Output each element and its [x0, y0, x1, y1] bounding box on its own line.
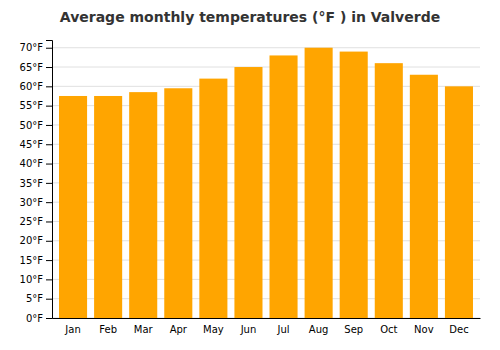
y-tick-mark	[46, 86, 52, 87]
bar	[445, 86, 473, 318]
y-tick-label: 30°F	[20, 197, 44, 208]
bar	[59, 96, 87, 318]
bar	[340, 52, 368, 318]
y-tick-mark	[46, 299, 52, 300]
y-tick-label: 35°F	[20, 178, 44, 189]
y-tick-mark	[46, 164, 52, 165]
bar	[410, 75, 438, 318]
x-tick: Mar	[134, 324, 154, 335]
y-tick: 20°F	[20, 235, 52, 246]
x-tick: Apr	[170, 324, 188, 335]
y-tick: 60°F	[20, 81, 52, 92]
y-tick-mark	[46, 202, 52, 203]
y-tick: 30°F	[20, 197, 52, 208]
y-axis: 0°F 5°F 10°F 15°F 20°F 25°F 30°F 35°F 40°F 45°F 50…	[20, 41, 53, 324]
y-tick-mark	[46, 106, 52, 107]
y-tick-mark	[46, 48, 52, 49]
x-tick-label: May	[203, 324, 224, 335]
bar	[199, 79, 227, 318]
x-tick: Nov	[414, 324, 434, 335]
y-tick: 35°F	[20, 178, 52, 189]
x-tick: Aug	[309, 324, 329, 335]
x-tick-label: Jul	[277, 324, 290, 335]
x-axis-line	[53, 318, 481, 319]
y-tick-label: 0°F	[26, 313, 43, 324]
y-tick-label: 60°F	[20, 81, 44, 92]
x-tick: May	[203, 324, 224, 335]
y-tick-label: 25°F	[20, 216, 44, 227]
x-tick-label: Feb	[99, 324, 117, 335]
y-tick-mark	[46, 125, 52, 126]
x-tick-label: Apr	[170, 324, 188, 335]
bar	[305, 48, 333, 318]
y-tick: 15°F	[20, 255, 52, 266]
x-tick: Jul	[277, 324, 290, 335]
y-tick: 65°F	[20, 62, 52, 73]
y-tick-mark	[46, 67, 52, 68]
bar	[94, 96, 122, 318]
y-tick-label: 15°F	[20, 255, 44, 266]
y-tick-mark	[46, 241, 52, 242]
chart-container: 0°F 5°F 10°F 15°F 20°F 25°F 30°F 35°F 40°F 45°F 50…	[0, 0, 500, 350]
x-axis: Jan Feb Mar Apr May Jun Jul Aug Sep Oct Nov Dec	[53, 319, 481, 336]
x-tick: Oct	[380, 324, 397, 335]
x-tick-label: Aug	[309, 324, 329, 335]
y-tick-mark	[46, 260, 52, 261]
y-tick-label: 20°F	[20, 235, 44, 246]
y-tick-mark	[46, 144, 52, 145]
y-tick-mark	[46, 279, 52, 280]
x-tick: Dec	[449, 324, 468, 335]
x-tick: Jan	[64, 324, 80, 335]
x-tick-label: Oct	[380, 324, 397, 335]
x-tick-label: Dec	[449, 324, 468, 335]
y-tick-label: 65°F	[20, 62, 44, 73]
grid-line	[52, 47, 480, 48]
y-tick-label: 5°F	[26, 293, 43, 304]
x-tick: Jun	[240, 324, 257, 335]
grid-line	[52, 67, 480, 68]
bar	[129, 92, 157, 318]
y-tick-label: 10°F	[20, 274, 44, 285]
y-tick-label: 55°F	[20, 100, 44, 111]
y-axis-line	[46, 41, 53, 319]
x-tick-label: Jun	[240, 324, 257, 335]
title: Average monthly temperatures (°F ) in Va…	[60, 9, 440, 25]
bar	[375, 63, 403, 318]
y-tick-label: 70°F	[20, 42, 44, 53]
y-tick: 45°F	[20, 139, 52, 150]
x-tick: Sep	[344, 324, 363, 335]
grid	[52, 48, 480, 318]
y-tick-label: 40°F	[20, 158, 44, 169]
y-tick: 25°F	[20, 216, 52, 227]
x-tick-label: Sep	[344, 324, 363, 335]
bars	[59, 48, 473, 318]
chart-svg: 0°F 5°F 10°F 15°F 20°F 25°F 30°F 35°F 40°F 45°F 50…	[0, 0, 500, 350]
y-tick: 50°F	[20, 120, 52, 131]
y-tick: 40°F	[20, 158, 52, 169]
y-tick: 10°F	[20, 274, 52, 285]
y-tick: 55°F	[20, 100, 52, 111]
y-tick-label: 50°F	[20, 120, 44, 131]
plot: 0°F 5°F 10°F 15°F 20°F 25°F 30°F 35°F 40°F 45°F 50…	[20, 41, 481, 336]
y-tick-label: 45°F	[20, 139, 44, 150]
y-tick: 0°F	[26, 313, 52, 324]
y-tick: 70°F	[20, 42, 52, 53]
x-tick-label: Mar	[134, 324, 154, 335]
bar	[164, 88, 192, 318]
x-tick: Feb	[99, 324, 117, 335]
x-tick-label: Jan	[64, 324, 80, 335]
y-tick-mark	[46, 221, 52, 222]
y-tick-mark	[46, 318, 52, 319]
y-tick-mark	[46, 183, 52, 184]
bar	[270, 55, 298, 318]
x-tick-label: Nov	[414, 324, 434, 335]
y-tick: 5°F	[26, 293, 52, 304]
bar	[234, 67, 262, 318]
